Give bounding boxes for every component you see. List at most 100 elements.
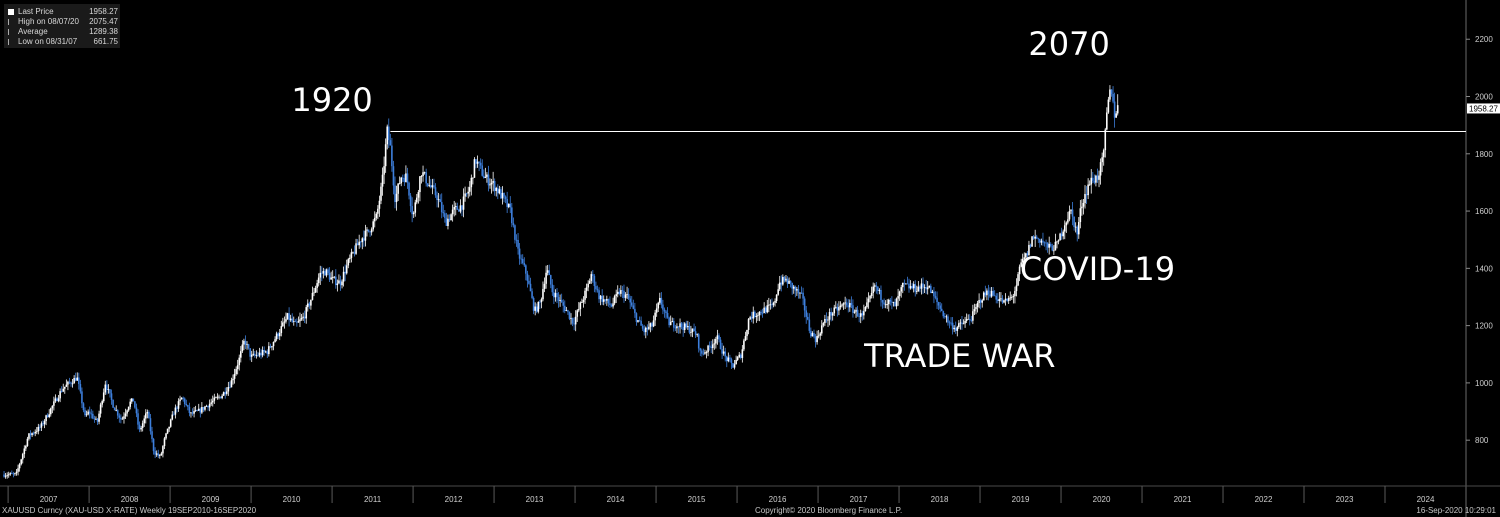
candle-body bbox=[763, 307, 765, 314]
candle-body bbox=[35, 431, 38, 433]
candle-body bbox=[525, 265, 527, 274]
candle-body bbox=[338, 280, 340, 284]
candle-body bbox=[877, 286, 879, 291]
candle-body bbox=[630, 302, 633, 306]
candle-body bbox=[113, 407, 116, 411]
candle-body bbox=[6, 475, 8, 477]
candle-body bbox=[1115, 113, 1117, 118]
candle-body bbox=[305, 307, 308, 319]
candle-body bbox=[492, 181, 494, 183]
candle-body bbox=[771, 304, 773, 306]
candle-body bbox=[584, 290, 586, 300]
candle-body bbox=[261, 349, 264, 356]
candle-body bbox=[1034, 236, 1036, 239]
candle-body bbox=[43, 421, 46, 425]
candle-body bbox=[397, 183, 399, 194]
candle-body bbox=[425, 172, 427, 184]
candle-body bbox=[159, 455, 161, 456]
candle-body bbox=[724, 351, 727, 357]
candle-body bbox=[120, 417, 122, 420]
candle-body bbox=[257, 354, 259, 356]
candle-body bbox=[928, 285, 931, 288]
candle-body bbox=[1065, 222, 1068, 226]
candle-body bbox=[197, 408, 200, 411]
candle-body bbox=[563, 305, 566, 311]
candle-body bbox=[652, 320, 655, 327]
candle-body bbox=[263, 349, 265, 352]
candle-body bbox=[606, 298, 608, 301]
candle-body bbox=[143, 418, 146, 424]
candle-body bbox=[1092, 177, 1094, 181]
candle-body bbox=[12, 473, 15, 475]
candle-body bbox=[1004, 298, 1007, 301]
candle-body bbox=[190, 412, 192, 414]
candle-body bbox=[373, 217, 376, 222]
candle-body bbox=[45, 415, 47, 422]
candle-body bbox=[646, 327, 649, 330]
candle-body bbox=[764, 307, 767, 313]
candle-body bbox=[1062, 231, 1065, 237]
candle-body bbox=[827, 319, 829, 321]
candle-body bbox=[870, 293, 873, 296]
candle-body bbox=[447, 218, 449, 226]
candle-body bbox=[849, 303, 851, 308]
candle-body bbox=[965, 319, 968, 321]
candle-body bbox=[188, 406, 191, 413]
candle-body bbox=[110, 393, 113, 400]
candle-body bbox=[389, 140, 392, 146]
candle-body bbox=[982, 292, 985, 301]
candle-body bbox=[29, 433, 32, 436]
candle-body bbox=[250, 354, 253, 357]
candle-body bbox=[873, 285, 876, 287]
candle-body bbox=[1101, 157, 1103, 163]
candle-body bbox=[1074, 226, 1077, 228]
candle-body bbox=[157, 453, 160, 456]
candle-body bbox=[657, 302, 660, 309]
candle-body bbox=[288, 313, 290, 321]
candle-body bbox=[282, 322, 284, 327]
candle-body bbox=[838, 307, 840, 311]
candle-body bbox=[395, 193, 398, 203]
candle-body bbox=[570, 317, 572, 319]
candle-body bbox=[414, 202, 417, 213]
candle-body bbox=[450, 214, 452, 221]
candle-body bbox=[604, 299, 607, 301]
candle-body bbox=[401, 177, 404, 179]
candle-body bbox=[715, 338, 717, 344]
candle-body bbox=[577, 309, 580, 311]
candle-body bbox=[529, 283, 532, 292]
x-tick-label: 2016 bbox=[769, 495, 787, 504]
candle-body bbox=[905, 283, 907, 285]
candle-body bbox=[931, 291, 934, 294]
candle-body bbox=[416, 197, 418, 203]
candle-body bbox=[803, 298, 806, 311]
candle-body bbox=[182, 397, 184, 399]
legend-swatch-icon bbox=[8, 9, 14, 15]
candle-body bbox=[191, 412, 194, 414]
x-tick-label: 2014 bbox=[607, 495, 625, 504]
candle-body bbox=[116, 410, 119, 416]
candle-body bbox=[85, 414, 88, 416]
candle-body bbox=[39, 426, 41, 428]
candle-body bbox=[792, 286, 795, 289]
candle-body bbox=[901, 282, 904, 288]
candle-body bbox=[482, 175, 485, 178]
candle-body bbox=[911, 285, 913, 289]
candle-body bbox=[405, 173, 407, 182]
candle-body bbox=[461, 205, 463, 210]
candle-body bbox=[596, 289, 599, 291]
x-axis: 2007 2008 2009 2010 2011 2012 2013 2014 2015 2016… bbox=[7, 486, 1435, 504]
candle-body bbox=[1025, 253, 1027, 258]
candle-body bbox=[433, 185, 435, 188]
candle-body bbox=[1046, 242, 1049, 248]
candle-body bbox=[93, 418, 96, 420]
candle-body bbox=[23, 448, 26, 455]
candle-body bbox=[602, 299, 605, 302]
candle-body bbox=[850, 303, 853, 306]
candle-body bbox=[621, 290, 624, 291]
candle-body bbox=[537, 301, 540, 312]
candle-body bbox=[478, 161, 480, 163]
candle-body bbox=[738, 354, 741, 358]
candle-body bbox=[992, 290, 994, 296]
candle-body bbox=[154, 451, 156, 455]
